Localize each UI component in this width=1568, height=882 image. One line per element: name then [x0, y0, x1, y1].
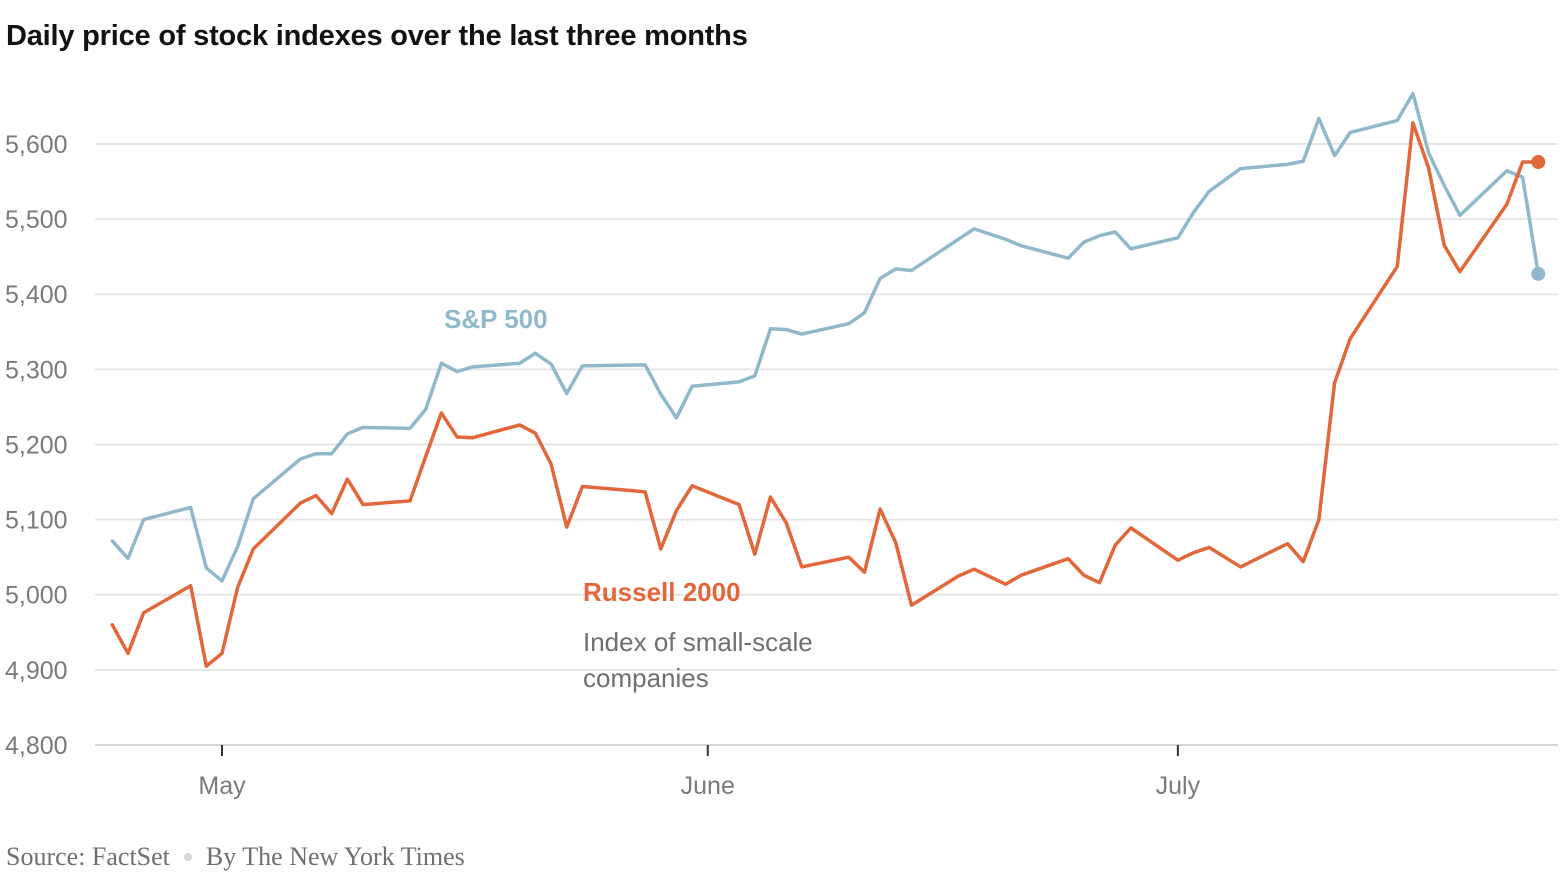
y-tick-label: 4,800: [5, 732, 68, 760]
y-tick-label: 5,400: [5, 281, 68, 309]
series-line-sp500: [110, 91, 1541, 583]
end-marker-russell2000: [1531, 154, 1546, 169]
y-axis-ticks: 4,800 4,900 5,000 5,100 5,200 5,300 5,400 5,500…: [5, 131, 68, 760]
byline: By The New York Times: [205, 842, 465, 871]
chart-title: Daily price of stock indexes over the la…: [6, 20, 748, 52]
footer: Source: FactSet By The New York Times: [6, 842, 465, 872]
y-tick-label: 5,600: [5, 131, 68, 159]
end-marker-sp500: [1531, 266, 1546, 281]
y-tick-label: 4,900: [5, 657, 68, 685]
x-tick-label: June: [681, 772, 735, 800]
x-tick-label: May: [198, 772, 246, 800]
y-tick-label: 5,000: [5, 582, 68, 610]
series-label-sp500: S&P 500: [444, 304, 548, 334]
y-tick-label: 5,500: [5, 206, 68, 234]
y-tick-label: 5,200: [5, 431, 68, 459]
series-lines: [110, 91, 1546, 668]
x-tick-label: July: [1156, 772, 1201, 800]
x-axis-ticks: May June July: [198, 745, 1201, 800]
series-note-russell2000: Index of small-scale companies: [583, 627, 813, 693]
gridlines: [95, 142, 1558, 746]
source-credit: Source: FactSet: [6, 842, 170, 871]
separator-dot: [183, 853, 192, 862]
y-tick-label: 5,300: [5, 356, 68, 384]
series-label-russell2000: Russell 2000: [583, 577, 741, 607]
series-line-russell2000: [110, 121, 1541, 668]
y-tick-label: 5,100: [5, 507, 68, 535]
